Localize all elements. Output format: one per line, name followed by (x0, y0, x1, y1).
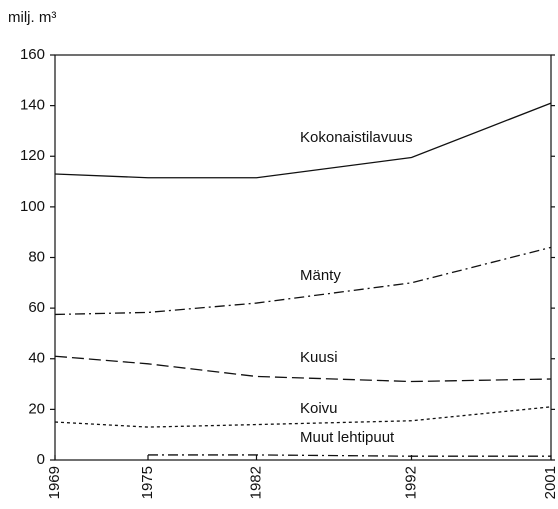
y-tick-label: 60 (28, 299, 45, 316)
series-label: Mänty (300, 267, 341, 284)
series-line (54, 406, 552, 428)
series-line (148, 454, 551, 457)
x-tick-label: 1982 (247, 466, 264, 499)
y-tick-label: 20 (28, 400, 45, 417)
series-line (54, 102, 552, 179)
x-tick-label: 1969 (46, 466, 63, 499)
series-line (54, 246, 552, 316)
series-label: Muut lehtipuut (300, 429, 395, 446)
y-axis-label: milj. m³ (8, 9, 56, 26)
y-tick-label: 40 (28, 350, 45, 367)
series-label: Kuusi (300, 349, 338, 366)
y-tick-label: 120 (20, 147, 45, 164)
series-line (54, 355, 552, 383)
y-tick-label: 80 (28, 248, 45, 265)
y-tick-label: 140 (20, 97, 45, 114)
series-label: Koivu (300, 400, 338, 417)
x-tick-label: 2001 (542, 466, 558, 499)
x-tick-label: 1992 (402, 466, 419, 499)
y-tick-label: 100 (20, 198, 45, 215)
y-tick-label: 160 (20, 46, 45, 63)
y-tick-label: 0 (37, 451, 45, 468)
x-tick-label: 1975 (139, 466, 156, 499)
series-label: Kokonaistilavuus (300, 129, 413, 146)
